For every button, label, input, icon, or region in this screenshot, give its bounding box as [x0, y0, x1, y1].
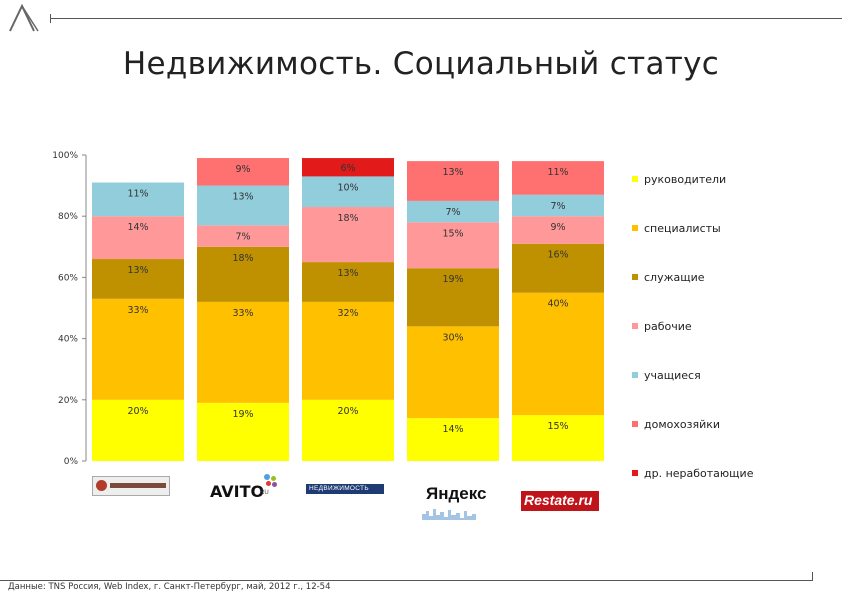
data-label: 9% — [235, 164, 250, 175]
corner-logo-icon — [9, 4, 39, 32]
legend-label: служащие — [644, 271, 705, 284]
bar-segment — [302, 301, 394, 400]
bar-segment — [407, 161, 499, 201]
source-footnote: Данные: TNS Россия, Web Index, г. Санкт-… — [8, 582, 331, 592]
data-label: 19% — [442, 274, 463, 285]
bar-segment — [197, 185, 289, 226]
y-tick-label: 60% — [58, 273, 78, 283]
bar-segment — [92, 182, 184, 217]
bar-segment — [197, 402, 289, 461]
data-label: 13% — [127, 265, 148, 276]
bar-segment — [302, 262, 394, 302]
bar-segment — [92, 259, 184, 299]
logo-yandex: Яндекс — [420, 484, 486, 520]
y-tick-label: 40% — [58, 335, 78, 345]
legend-label: руководители — [644, 173, 726, 186]
bar-segment — [512, 194, 604, 217]
data-label: 13% — [337, 268, 358, 279]
top-rule-tick — [50, 14, 51, 23]
data-label: 18% — [232, 253, 253, 264]
bar-segment — [512, 243, 604, 293]
yandex-city-icon — [422, 509, 476, 520]
bar-segment — [512, 292, 604, 416]
data-label: 10% — [337, 182, 358, 193]
data-label: 6% — [340, 163, 355, 174]
bar-segment — [92, 216, 184, 260]
legend-label: домохозяйки — [644, 418, 720, 431]
data-label: 15% — [442, 228, 463, 239]
legend-label: др. неработающие — [644, 467, 754, 480]
bar-segment — [302, 399, 394, 461]
bar-segment — [92, 298, 184, 400]
nedvizhimost-logo-text: НЕДВИЖИМОСТЬ — [309, 485, 369, 492]
bar-segment — [407, 326, 499, 419]
bar-segment — [302, 207, 394, 263]
logo-restate: Restate.ru — [521, 491, 599, 511]
avito-logo-suffix: RU — [260, 490, 269, 496]
data-label: 32% — [337, 308, 358, 319]
y-tick-label: 0% — [64, 457, 79, 467]
data-label: 16% — [547, 250, 568, 261]
data-label: 11% — [547, 167, 568, 178]
y-tick-label: 80% — [58, 212, 78, 222]
legend-swatch — [632, 323, 638, 329]
legend-swatch — [632, 176, 638, 182]
bar-segment — [512, 216, 604, 244]
data-label: 13% — [232, 192, 253, 203]
data-label: 20% — [337, 406, 358, 417]
bottom-rule-tick — [812, 572, 813, 581]
data-label: 33% — [232, 308, 253, 319]
data-label: 15% — [547, 421, 568, 432]
legend-swatch — [632, 372, 638, 378]
data-label: 30% — [442, 332, 463, 343]
bottom-rule — [0, 580, 812, 581]
page-title: Недвижимость. Социальный статус — [122, 46, 720, 82]
bar-segment — [302, 158, 394, 177]
legend-swatch — [632, 225, 638, 231]
bar-segment — [197, 158, 289, 186]
legend-swatch — [632, 470, 638, 476]
data-label: 40% — [547, 299, 568, 310]
bar-segment — [407, 200, 499, 223]
legend-label: учащиеся — [644, 369, 701, 382]
data-label: 14% — [442, 424, 463, 435]
bar-segment — [92, 399, 184, 461]
bar-segment — [302, 176, 394, 208]
data-label: 7% — [445, 207, 460, 218]
data-label: 14% — [127, 222, 148, 233]
data-label: 20% — [127, 406, 148, 417]
bar-segment — [197, 246, 289, 302]
data-label: 19% — [232, 409, 253, 420]
bar-segment — [197, 225, 289, 247]
y-tick-label: 100% — [52, 151, 78, 161]
data-label: 18% — [337, 213, 358, 224]
y-tick-label: 20% — [58, 396, 78, 406]
legend-swatch — [632, 274, 638, 280]
bar-segment — [407, 222, 499, 269]
legend-label: рабочие — [644, 320, 692, 333]
data-label: 11% — [127, 189, 148, 200]
logo-avito: AVITO RU — [210, 474, 280, 501]
avito-logo-text: AVITO — [210, 482, 265, 501]
bar-segment — [512, 415, 604, 461]
data-label: 7% — [235, 231, 250, 242]
data-label: 13% — [442, 167, 463, 178]
top-rule — [50, 18, 842, 19]
logo-nedvizhimost-peterburg — [92, 476, 170, 496]
bar-segment — [407, 418, 499, 461]
logo-nedvizhimost-spb: НЕДВИЖИМОСТЬ — [306, 484, 384, 494]
restate-logo-text: Restate.ru — [524, 492, 593, 508]
yandex-logo-text: Яндекс — [426, 484, 487, 503]
data-label: 33% — [127, 305, 148, 316]
bar-segment — [197, 301, 289, 403]
bar-segment — [407, 268, 499, 327]
bar-segment — [512, 161, 604, 195]
data-label: 9% — [550, 222, 565, 233]
legend-swatch — [632, 421, 638, 427]
legend-label: специалисты — [644, 222, 721, 235]
data-label: 7% — [550, 201, 565, 212]
